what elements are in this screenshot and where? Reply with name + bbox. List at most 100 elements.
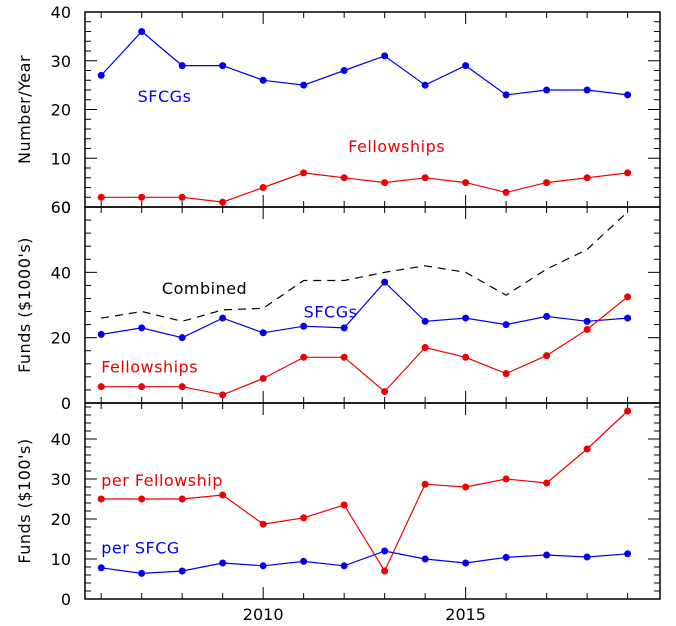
data-point <box>543 551 551 559</box>
series-combined <box>101 211 629 322</box>
data-point <box>178 193 186 201</box>
data-point <box>381 567 389 575</box>
data-point <box>178 495 186 503</box>
data-point <box>583 174 591 182</box>
panel-funds1000: 0 20 40 60 Funds ($1000's) Combined SFCGs Fello… <box>15 198 661 413</box>
y-tick-label: 0 <box>61 198 71 217</box>
data-point <box>462 179 470 187</box>
data-point <box>259 329 267 337</box>
data-point <box>300 514 308 522</box>
data-point <box>259 184 267 191</box>
data-point <box>138 28 146 35</box>
data-point <box>340 562 348 570</box>
data-point <box>502 475 510 483</box>
y-tick-label: 40 <box>51 430 71 449</box>
data-point <box>219 559 227 567</box>
series-line <box>101 172 628 203</box>
data-point <box>300 169 308 177</box>
data-point <box>138 324 146 332</box>
data-point <box>583 326 591 333</box>
data-point <box>97 495 105 503</box>
data-point <box>502 321 510 329</box>
panels-layer: 0 10 20 30 40 Number/Year SFCGs Fellowships 0 20 4… <box>15 3 661 609</box>
y-axis-title: Funds ($1000's) <box>15 237 34 373</box>
x-axis: 2010 2015 <box>243 605 486 624</box>
data-point <box>138 193 146 201</box>
series-line <box>101 296 628 396</box>
data-point <box>300 322 308 330</box>
data-point <box>340 324 348 332</box>
series-line <box>101 550 628 575</box>
data-point <box>462 314 470 322</box>
data-point <box>543 312 551 320</box>
data-point <box>381 547 389 555</box>
data-point <box>340 67 348 74</box>
y-tick-label: 20 <box>51 329 71 348</box>
y-tick-label: 20 <box>51 101 71 120</box>
data-point <box>624 407 632 415</box>
data-point <box>624 293 632 301</box>
data-point <box>624 314 632 322</box>
data-point <box>462 483 470 491</box>
data-point <box>178 334 186 342</box>
panel-frame <box>84 11 661 208</box>
series-per-sfcg <box>97 547 632 577</box>
y-tick-label: 10 <box>51 550 71 569</box>
series-label: per SFCG <box>101 538 180 557</box>
series-sfcgs <box>97 278 632 342</box>
data-point <box>421 317 429 325</box>
data-point <box>300 353 308 361</box>
series-sfcgs <box>97 28 632 99</box>
data-point <box>462 353 470 361</box>
data-point <box>300 557 308 565</box>
x-tick-label: 2015 <box>445 605 486 624</box>
data-point <box>259 562 267 570</box>
series-line <box>101 211 629 322</box>
series-line <box>101 281 628 339</box>
data-point <box>219 391 227 399</box>
y-tick-label: 10 <box>51 149 71 168</box>
data-point <box>138 383 146 391</box>
data-point <box>97 193 105 201</box>
data-point <box>543 179 551 187</box>
data-point <box>421 174 429 182</box>
panel-number: 0 10 20 30 40 Number/Year SFCGs Fellowships <box>15 3 661 217</box>
series-label: Combined <box>162 279 247 298</box>
data-point <box>178 62 186 70</box>
data-point <box>543 86 551 94</box>
data-point <box>502 188 510 196</box>
data-point <box>97 564 105 572</box>
data-point <box>178 567 186 575</box>
data-point <box>97 71 105 79</box>
data-point <box>543 352 551 360</box>
series-line <box>101 410 629 573</box>
data-point <box>259 375 267 382</box>
data-point <box>421 343 429 351</box>
data-point <box>502 553 510 561</box>
y-tick-label: 0 <box>61 394 71 413</box>
data-point <box>381 52 389 60</box>
data-point <box>421 480 429 488</box>
data-point <box>219 198 227 206</box>
data-point <box>502 91 510 99</box>
y-tick-label: 20 <box>51 510 71 529</box>
y-axis-title: Funds ($100's) <box>15 438 34 563</box>
series-per-fellowship <box>97 407 632 575</box>
data-point <box>583 553 591 561</box>
data-point <box>340 174 348 182</box>
data-point <box>97 330 105 338</box>
data-point <box>138 495 146 503</box>
y-tick-label: 40 <box>51 263 71 282</box>
panel-frame <box>84 402 661 600</box>
data-point <box>462 559 470 567</box>
data-point <box>583 445 591 453</box>
data-point <box>219 314 227 322</box>
data-point <box>421 555 429 563</box>
data-point <box>259 76 267 84</box>
data-point <box>624 550 632 558</box>
data-point <box>624 169 632 177</box>
series-line <box>100 30 628 96</box>
data-point <box>219 491 227 499</box>
data-point <box>381 278 389 286</box>
